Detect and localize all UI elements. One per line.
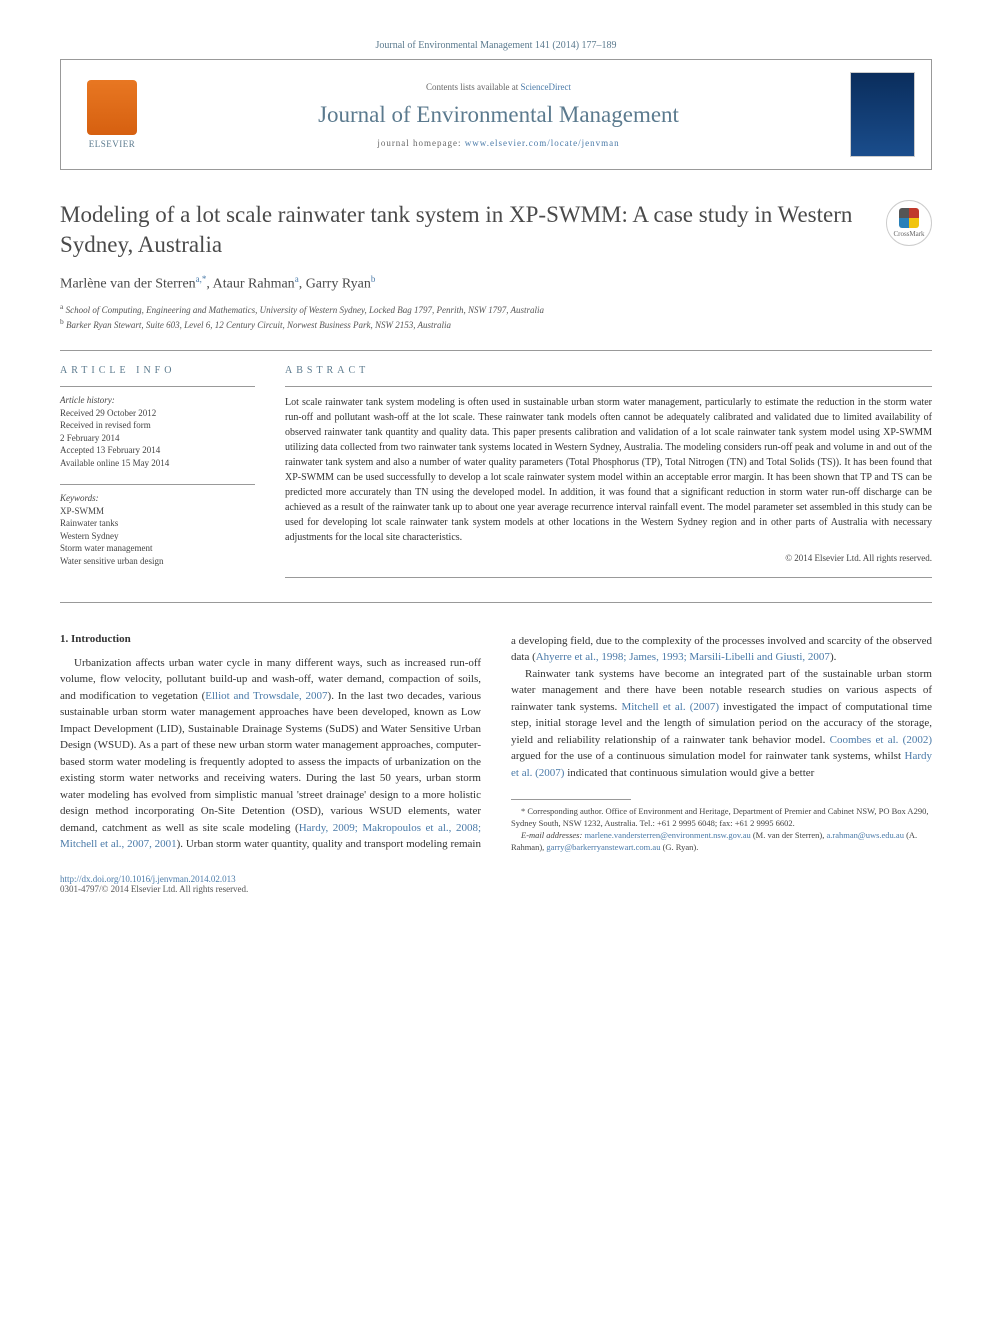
abstract-text: Lot scale rainwater tank system modeling…: [285, 395, 932, 545]
homepage-prefix: journal homepage:: [377, 138, 464, 148]
journal-homepage: journal homepage: www.elsevier.com/locat…: [163, 138, 834, 148]
article-info-heading: ARTICLE INFO: [60, 365, 255, 376]
homepage-link[interactable]: www.elsevier.com/locate/jenvman: [465, 138, 620, 148]
article-title: Modeling of a lot scale rainwater tank s…: [60, 200, 866, 260]
keywords-label: Keywords:: [60, 493, 255, 503]
crossmark-badge[interactable]: CrossMark: [886, 200, 932, 246]
abstract-column: ABSTRACT Lot scale rainwater tank system…: [285, 365, 932, 582]
affiliation-b: Barker Ryan Stewart, Suite 603, Level 6,…: [66, 320, 451, 330]
journal-name: Journal of Environmental Management: [163, 102, 834, 128]
divider: [285, 577, 932, 578]
issn-copyright: 0301-4797/© 2014 Elsevier Ltd. All right…: [60, 884, 932, 894]
body-columns: 1. Introduction Urbanization affects urb…: [60, 633, 932, 854]
author-2: , Ataur Rahman: [206, 276, 294, 291]
body-text-span: argued for the use of a continuous simul…: [511, 750, 905, 762]
affiliation-a: School of Computing, Engineering and Mat…: [66, 305, 544, 315]
contents-prefix: Contents lists available at: [426, 82, 520, 92]
email-link[interactable]: marlene.vandersterren@environment.nsw.go…: [584, 830, 750, 840]
journal-header-box: ELSEVIER Contents lists available at Sci…: [60, 59, 932, 170]
contents-line: Contents lists available at ScienceDirec…: [163, 82, 834, 92]
history-text: Received 29 October 2012 Received in rev…: [60, 407, 255, 470]
abstract-heading: ABSTRACT: [285, 365, 932, 376]
sciencedirect-link[interactable]: ScienceDirect: [521, 82, 571, 92]
crossmark-label: CrossMark: [893, 230, 924, 238]
citation-link[interactable]: Elliot and Trowsdale, 2007: [205, 690, 327, 702]
doi-link[interactable]: http://dx.doi.org/10.1016/j.jenvman.2014…: [60, 874, 932, 884]
divider: [60, 350, 932, 351]
abstract-copyright: © 2014 Elsevier Ltd. All rights reserved…: [285, 553, 932, 563]
author-list: Marlène van der Sterrena,*, Ataur Rahman…: [60, 274, 932, 293]
elsevier-tree-icon: [87, 80, 137, 135]
article-info-column: ARTICLE INFO Article history: Received 2…: [60, 365, 255, 582]
body-paragraph: Rainwater tank systems have become an in…: [511, 666, 932, 782]
email-footnote: E-mail addresses: marlene.vandersterren@…: [511, 830, 932, 854]
crossmark-icon: [899, 208, 919, 228]
publisher-logo[interactable]: ELSEVIER: [77, 75, 147, 155]
publisher-name: ELSEVIER: [89, 139, 136, 149]
footnote-divider: [511, 799, 631, 800]
body-text-span: indicated that continuous simulation wou…: [564, 767, 814, 779]
body-text-span: ).: [830, 651, 836, 663]
body-text-span: ). In the last two decades, various sust…: [60, 690, 481, 785]
history-label: Article history:: [60, 395, 255, 405]
corresponding-author-footnote: * Corresponding author. Office of Enviro…: [511, 806, 932, 830]
citation-link[interactable]: Mitchell et al. (2007): [621, 701, 719, 713]
divider: [60, 602, 932, 603]
author-3-sup: b: [371, 274, 376, 284]
author-1-sup: a,*: [196, 274, 207, 284]
section-1-heading: 1. Introduction: [60, 633, 481, 645]
email-link[interactable]: garry@barkerryanstewart.com.au: [546, 842, 660, 852]
emails-label: E-mail addresses:: [521, 830, 584, 840]
journal-reference: Journal of Environmental Management 141 …: [60, 40, 932, 51]
email-who: (M. van der Sterren),: [751, 830, 827, 840]
email-who: (G. Ryan).: [660, 842, 698, 852]
email-link[interactable]: a.rahman@uws.edu.au: [826, 830, 903, 840]
citation-link[interactable]: Ahyerre et al., 1998; James, 1993; Marsi…: [536, 651, 830, 663]
keywords-text: XP-SWMM Rainwater tanks Western Sydney S…: [60, 505, 255, 568]
journal-cover-thumbnail: [850, 72, 915, 157]
affiliations: a School of Computing, Engineering and M…: [60, 302, 932, 331]
citation-link[interactable]: Coombes et al. (2002): [830, 734, 932, 746]
author-3: , Garry Ryan: [299, 276, 371, 291]
author-1: Marlène van der Sterren: [60, 276, 196, 291]
